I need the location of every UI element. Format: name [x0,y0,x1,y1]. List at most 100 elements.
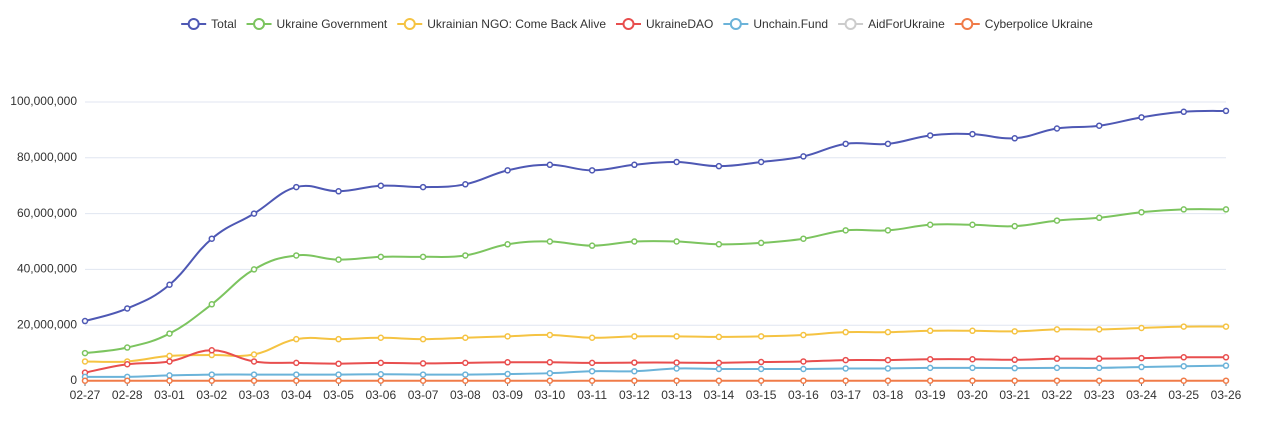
point [969,327,976,335]
legend-marker [403,18,416,30]
point [293,252,300,259]
point [588,377,596,384]
point [250,358,258,365]
legend-marker [729,18,742,30]
point [377,359,385,367]
point [504,359,511,366]
point [631,161,638,169]
point [504,167,511,174]
point [1011,328,1018,335]
point [715,365,723,373]
x-tick-label: 03-16 [788,388,819,402]
x-tick-label: 03-17 [830,388,861,402]
point [800,365,807,373]
point [124,377,131,384]
legend-item[interactable]: Ukraine Government [246,17,388,31]
point [419,371,427,378]
x-tick-label: 03-08 [450,388,481,402]
legend-label: Ukrainian NGO: Come Back Alive [427,17,606,31]
point [208,301,216,308]
x-tick-label: 03-13 [661,388,692,402]
point [588,334,596,342]
x-tick-label: 03-20 [957,388,988,402]
point [124,344,131,351]
legend-item[interactable]: AidForUkraine [838,17,945,31]
point [631,238,638,245]
point [715,359,723,367]
x-tick-label: 02-27 [70,388,101,402]
legend-item[interactable]: Cyberpolice Ukraine [954,17,1093,31]
point [250,210,258,217]
point [757,365,765,373]
point [631,377,638,384]
point [673,238,680,245]
legend-item[interactable]: Total [181,17,237,31]
point [1138,354,1145,362]
point [673,158,680,166]
point [800,331,807,339]
point [462,377,469,384]
x-tick-label: 03-18 [873,388,904,402]
x-tick-label: 03-04 [281,388,312,402]
point [250,371,258,378]
legend-item[interactable]: UkraineDAO [615,17,713,31]
point [81,377,89,384]
series-line [84,325,1227,363]
x-tick-label: 03-12 [619,388,650,402]
point [757,333,765,340]
x-tick-label: 03-15 [746,388,777,402]
point [1011,356,1018,364]
point [81,358,89,365]
point [842,328,849,336]
x-tick-label: 03-03 [239,388,270,402]
point [884,140,892,148]
point [1095,377,1103,384]
point [1222,354,1230,361]
legend-item[interactable]: Ukrainian NGO: Come Back Alive [397,17,606,31]
point [673,377,680,384]
x-tick-label: 03-19 [915,388,946,402]
point [969,377,976,384]
point [969,221,976,229]
legend-label: UkraineDAO [646,17,713,31]
point [1053,355,1061,362]
point [926,377,934,384]
point [166,377,173,384]
point [1011,135,1018,142]
legend-item[interactable]: Unchain.Fund [723,17,828,31]
point [250,351,258,358]
point [377,182,385,189]
legend-marker [187,18,200,30]
point [1011,222,1018,230]
point [631,359,638,366]
point [1053,364,1061,372]
point [546,377,554,384]
x-tick-label: 03-25 [1168,388,1199,402]
x-tick-label: 03-24 [1126,388,1157,402]
point [504,333,511,340]
point [926,221,934,229]
point [1053,217,1061,224]
point [293,359,300,367]
x-tick-label: 03-10 [535,388,566,402]
point [208,377,216,384]
point [377,371,385,378]
point [504,241,511,248]
point [419,377,427,384]
point [208,235,216,242]
point [757,158,765,166]
legend-label: AidForUkraine [868,17,945,31]
point [250,266,258,273]
point [842,356,849,364]
point [1180,377,1187,384]
point [757,377,765,384]
point [926,364,934,372]
point [1138,377,1145,384]
point [631,367,638,375]
point [250,377,258,384]
x-tick-label: 03-01 [154,388,185,402]
x-tick-label: 03-14 [704,388,735,402]
point [166,330,173,337]
point [1053,125,1061,132]
